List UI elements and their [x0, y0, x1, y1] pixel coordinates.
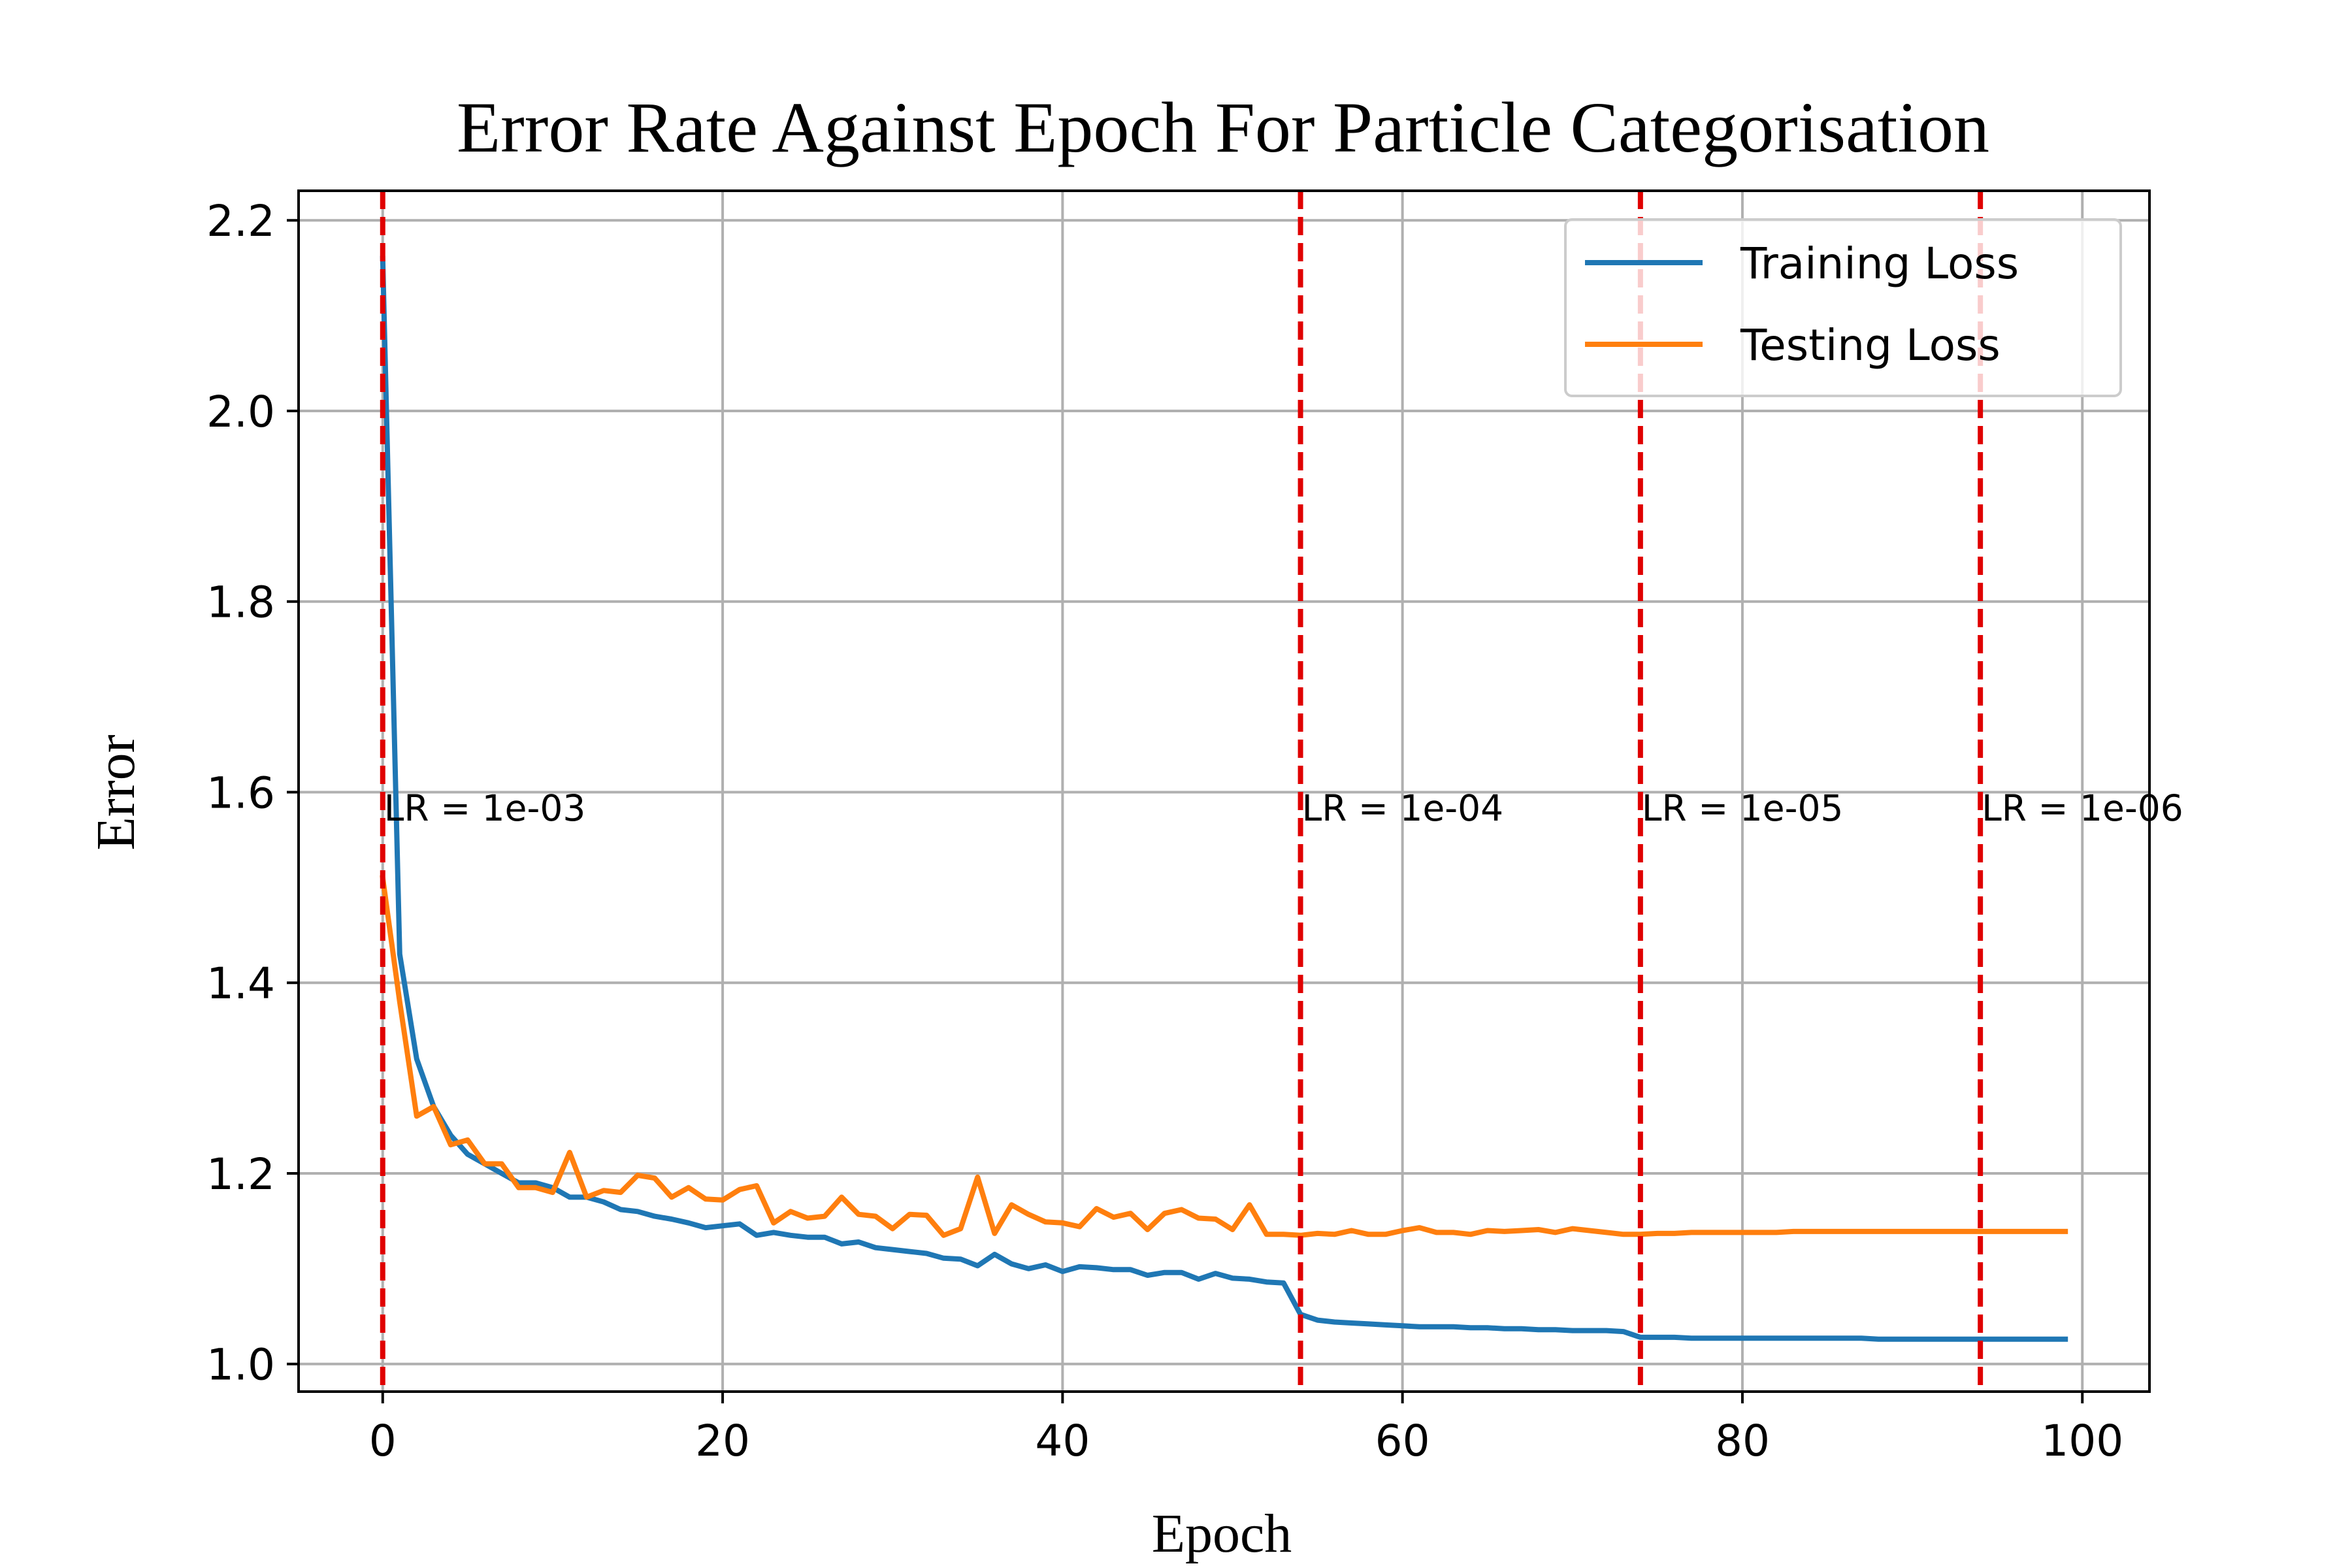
x-axis-label: Epoch [1152, 1503, 1292, 1564]
y-tick-label: 1.2 [206, 1149, 275, 1200]
lr-change-label: LR = 1e-04 [1302, 787, 1504, 829]
series-layer [380, 255, 2068, 1342]
series-line-testing-loss [380, 875, 2068, 1238]
legend: Training Loss Testing Loss [1564, 218, 2122, 397]
x-tick-label: 60 [1375, 1416, 1430, 1466]
legend-label-testing-loss: Testing Loss [1740, 320, 2001, 370]
lr-change-label: LR = 1e-03 [384, 787, 586, 829]
legend-box [1564, 218, 2122, 397]
grid [299, 191, 2149, 1392]
lr-change-label: LR = 1e-06 [1982, 787, 2183, 829]
x-tick-label: 80 [1715, 1416, 1770, 1466]
y-tick-label: 1.0 [206, 1340, 275, 1390]
x-tick-label: 40 [1035, 1416, 1090, 1466]
y-tick-label: 1.6 [206, 768, 275, 818]
y-tick-label: 1.4 [206, 958, 275, 1009]
y-tick-label: 2.0 [206, 387, 275, 437]
lr-change-layer: LR = 1e-03 LR = 1e-04 LR = 1e-05 LR = 1e-06 [380, 191, 2183, 1392]
y-tick-label: 2.2 [206, 196, 275, 246]
x-tick-label: 0 [369, 1416, 397, 1466]
series-line-training-loss [380, 255, 2068, 1342]
y-tick-label: 1.8 [206, 578, 275, 628]
lr-change-label: LR = 1e-05 [1642, 787, 1844, 829]
chart-title: Error Rate Against Epoch For Particle Ca… [457, 88, 1989, 167]
tick-layer: 0 20 40 60 80 100 1.0 1.2 1.4 1.6 1.8 2.0 2.2 [206, 196, 2123, 1466]
legend-label-training-loss: Training Loss [1740, 238, 2019, 289]
x-tick-label: 100 [2041, 1416, 2123, 1466]
x-tick-label: 20 [695, 1416, 750, 1466]
y-axis-label: Error [86, 734, 146, 850]
